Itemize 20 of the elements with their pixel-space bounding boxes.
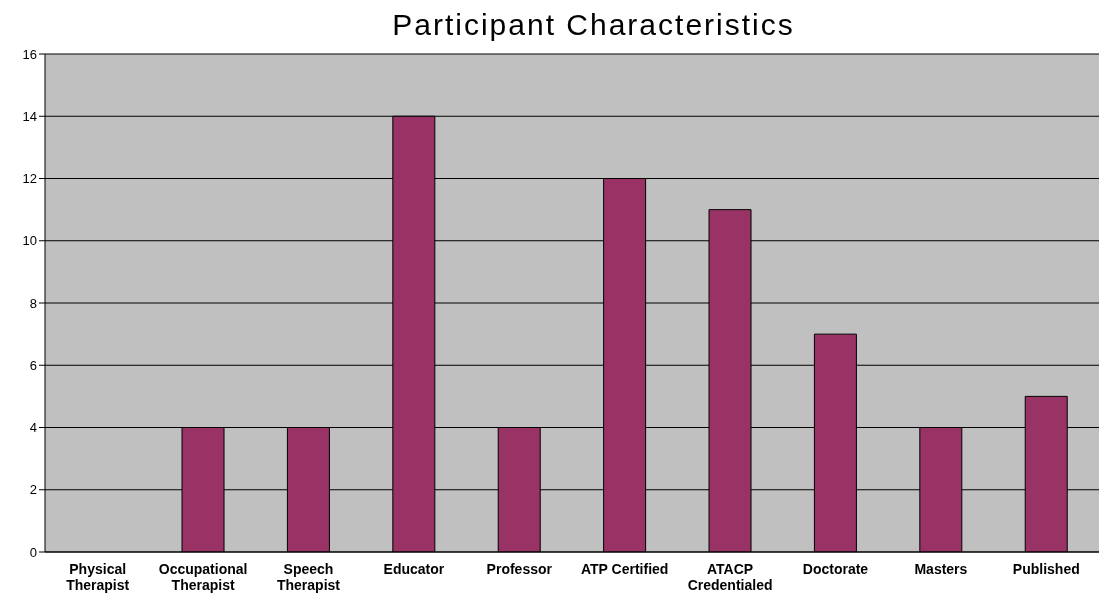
y-tick-label: 8: [29, 295, 37, 311]
y-tick-label: 10: [22, 233, 37, 249]
y-tick-label: 16: [22, 46, 37, 62]
x-tick-label: Masters: [914, 561, 968, 577]
y-tick-label: 12: [22, 171, 37, 187]
chart-title: Participant Characteristics: [391, 8, 796, 43]
x-tick-label: Professor: [486, 561, 553, 577]
x-tick-label: ATACP Credentialed: [687, 561, 773, 593]
x-tick-label: Educator: [383, 561, 445, 577]
x-tick-label: Doctorate: [802, 561, 869, 577]
x-tick-label: Speech Therapist: [276, 561, 341, 593]
x-tick-label: Physical Therapist: [66, 561, 130, 593]
x-tick-label: Published: [1012, 561, 1080, 577]
x-tick-label: Occupational Therapist: [158, 561, 248, 593]
x-tick-label: ATP Certified: [581, 561, 669, 577]
y-tick-label: 6: [29, 357, 37, 373]
y-tick-label: 0: [29, 544, 37, 560]
y-tick-label: 2: [29, 482, 37, 498]
y-tick-label: 14: [22, 108, 37, 124]
y-tick-label: 4: [29, 420, 37, 436]
